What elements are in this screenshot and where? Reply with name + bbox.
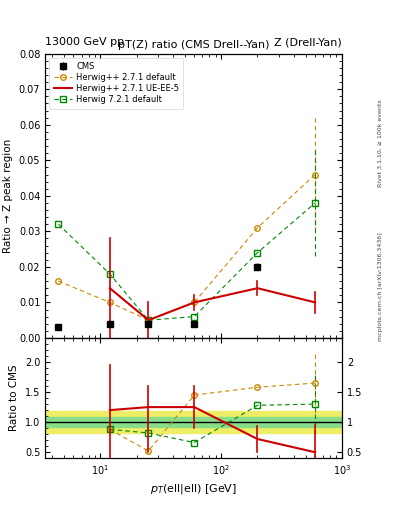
- Text: Z (Drell-Yan): Z (Drell-Yan): [274, 37, 342, 47]
- Herwig++ 2.7.1 UE-EE-5: [255, 285, 260, 291]
- Text: mcplots.cern.ch [arXiv:1306.3436]: mcplots.cern.ch [arXiv:1306.3436]: [378, 232, 383, 341]
- Text: Rivet 3.1.10, ≥ 100k events: Rivet 3.1.10, ≥ 100k events: [378, 99, 383, 187]
- Herwig 7.2.1 default: [56, 221, 61, 227]
- Herwig 7.2.1 default: [313, 200, 318, 206]
- Y-axis label: Ratio to CMS: Ratio to CMS: [9, 365, 19, 432]
- Herwig++ 2.7.1 UE-EE-5: [192, 300, 196, 306]
- Herwig++ 2.7.1 default: [313, 172, 318, 178]
- Herwig++ 2.7.1 UE-EE-5: [146, 317, 151, 323]
- Herwig++ 2.7.1 default: [146, 317, 151, 323]
- Line: Herwig++ 2.7.1 default: Herwig++ 2.7.1 default: [55, 172, 318, 323]
- Line: Herwig++ 2.7.1 UE-EE-5: Herwig++ 2.7.1 UE-EE-5: [110, 288, 315, 320]
- Herwig++ 2.7.1 default: [255, 225, 260, 231]
- Herwig++ 2.7.1 default: [56, 278, 61, 284]
- Title: pT(Z) ratio (CMS Drell--Yan): pT(Z) ratio (CMS Drell--Yan): [118, 40, 269, 50]
- Bar: [45, 417, 342, 427]
- Text: 13000 GeV pp: 13000 GeV pp: [45, 37, 124, 47]
- Herwig++ 2.7.1 UE-EE-5: [108, 285, 112, 291]
- Herwig++ 2.7.1 default: [192, 300, 196, 306]
- Herwig 7.2.1 default: [255, 250, 260, 256]
- Herwig 7.2.1 default: [146, 317, 151, 323]
- Herwig++ 2.7.1 default: [108, 300, 112, 306]
- Bar: [45, 411, 342, 433]
- X-axis label: $p_T$(ell|ell) [GeV]: $p_T$(ell|ell) [GeV]: [150, 482, 237, 497]
- Herwig++ 2.7.1 UE-EE-5: [313, 300, 318, 306]
- Herwig 7.2.1 default: [192, 313, 196, 319]
- Y-axis label: Ratio → Z peak region: Ratio → Z peak region: [3, 139, 13, 253]
- Herwig 7.2.1 default: [108, 271, 112, 277]
- Legend: CMS, Herwig++ 2.7.1 default, Herwig++ 2.7.1 UE-EE-5, Herwig 7.2.1 default: CMS, Herwig++ 2.7.1 default, Herwig++ 2.…: [50, 58, 183, 109]
- Line: Herwig 7.2.1 default: Herwig 7.2.1 default: [55, 200, 318, 323]
